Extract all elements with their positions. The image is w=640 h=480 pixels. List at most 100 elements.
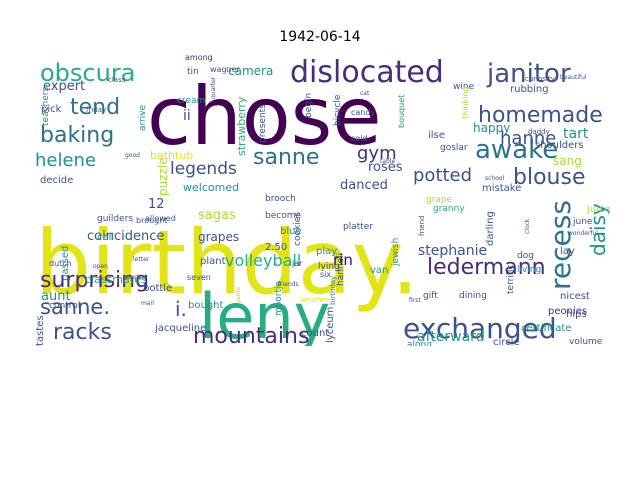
cloud-word: lyceum	[325, 307, 336, 343]
cloud-word: weather	[300, 296, 329, 304]
cloud-word: nicest	[560, 291, 590, 302]
cloud-word: wagner	[210, 65, 241, 74]
cloud-word: curiosity	[525, 75, 555, 83]
cloud-word: mistake	[482, 183, 521, 194]
cloud-word: obscura	[40, 59, 135, 87]
cloud-word: wonderful	[568, 230, 598, 237]
cloud-word: table	[380, 158, 396, 165]
cloud-word: recess	[544, 200, 577, 290]
cloud-word: beautiful	[560, 74, 587, 81]
cloud-word: dining	[459, 291, 487, 301]
cloud-word: birthday	[329, 276, 337, 305]
cloud-word: control	[49, 301, 80, 311]
cloud-word: tin	[187, 67, 199, 77]
cloud-word: presents	[258, 104, 268, 143]
cloud-word: along	[407, 340, 432, 346]
cloud-word: seven	[187, 273, 211, 282]
cloud-word: bicycle	[333, 94, 343, 126]
cloud-word: june	[572, 217, 593, 227]
cloud-word: exchanged	[403, 312, 557, 345]
cloud-word: i.	[175, 297, 187, 321]
cloud-word: peonies	[548, 306, 587, 317]
cloud-word: teachers	[41, 87, 51, 126]
cloud-word: become	[265, 211, 301, 221]
page-title: 1942-06-14	[279, 29, 361, 45]
cloud-word: hips	[566, 309, 587, 320]
cloud-word: gym	[357, 143, 397, 164]
cloud-word: shoulders	[535, 140, 584, 151]
cloud-word: cat	[360, 90, 370, 97]
cloud-word: among	[185, 53, 213, 62]
cloud-word: sang	[553, 154, 582, 168]
cloud-word: stephanie	[418, 243, 487, 259]
cloud-word: six	[320, 270, 331, 279]
cloud-word: clock	[524, 218, 531, 234]
cloud-word: friday	[86, 106, 106, 114]
cloud-word: strawberry	[235, 96, 248, 156]
cloud-word: jewish	[391, 238, 401, 267]
cloud-word: baking	[40, 123, 114, 148]
cloud-word: brooch	[265, 194, 296, 204]
cloud-word: bottle	[143, 283, 172, 294]
cloud-word: aunt	[41, 289, 71, 304]
cloud-word: friend	[418, 216, 426, 236]
cloud-word: blouse	[513, 165, 585, 190]
cloud-word: ii	[183, 108, 191, 124]
cloud-word: begin	[304, 93, 314, 118]
cloud-word: call	[97, 232, 114, 243]
cloud-word: hanne	[500, 128, 556, 149]
cloud-word: grapes	[198, 230, 239, 244]
cloud-word: ledermann	[427, 255, 546, 280]
cloud-word: afterward	[417, 329, 485, 345]
cloud-word: van	[370, 265, 388, 276]
cloud-word: jar	[291, 259, 303, 268]
cloud-word: cookies	[293, 212, 303, 246]
cloud-word: bought	[188, 300, 223, 311]
cloud-word: arrive	[138, 104, 148, 131]
cloud-word: 2.50	[265, 242, 287, 253]
cloud-word: puzzle	[156, 157, 170, 196]
cloud-word: camera	[228, 64, 273, 78]
cloud-word: sanne	[253, 145, 319, 170]
cloud-word: count	[301, 328, 329, 339]
cloud-word: brought	[136, 216, 167, 225]
cloud-word: roses	[368, 160, 403, 175]
cloud-word: allowed	[145, 214, 176, 223]
cloud-word: passed	[60, 246, 71, 281]
cloud-word: juice	[586, 204, 610, 215]
cloud-word: homemade	[478, 103, 603, 128]
cloud-word: volleyball	[225, 251, 301, 270]
cloud-word: jacqueline	[154, 323, 206, 334]
cloud-word: living	[517, 265, 541, 275]
cloud-word: blue	[280, 226, 302, 237]
cloud-word: pick	[41, 104, 62, 115]
cloud-word: legends	[170, 159, 237, 179]
cloud-word: bouquet	[397, 95, 406, 128]
cloud-word: friends	[278, 281, 299, 288]
cloud-word: daisy	[586, 203, 610, 256]
cloud-word: awake	[475, 135, 558, 165]
cloud-word: mail	[141, 300, 154, 307]
cloud-word: racks	[53, 320, 112, 345]
cloud-word: tend	[70, 95, 120, 120]
cloud-word: rin	[333, 251, 353, 269]
cloud-word: helene	[35, 150, 96, 171]
cloud-word: class	[108, 76, 126, 84]
cloud-word: cold	[351, 134, 368, 143]
cloud-word: welcomed	[183, 181, 239, 194]
cloud-word: moortje	[274, 280, 284, 316]
cloud-word: quarter	[210, 76, 217, 99]
cloud-word: daddy	[528, 128, 550, 136]
cloud-word: darling	[485, 211, 496, 246]
cloud-word: gift	[423, 291, 438, 301]
cloud-word: happy	[473, 121, 510, 135]
cloud-word: circle	[493, 337, 520, 346]
cloud-word: started	[125, 274, 147, 281]
cloud-word: lay	[560, 246, 575, 257]
cloud-word: surprising	[40, 268, 149, 293]
cloud-word: rubbing	[510, 84, 549, 95]
cloud-word: game	[235, 287, 242, 304]
cloud-word: candy	[351, 108, 375, 117]
cloud-word: decide	[40, 175, 73, 186]
cloud-word: sagas	[198, 208, 236, 223]
